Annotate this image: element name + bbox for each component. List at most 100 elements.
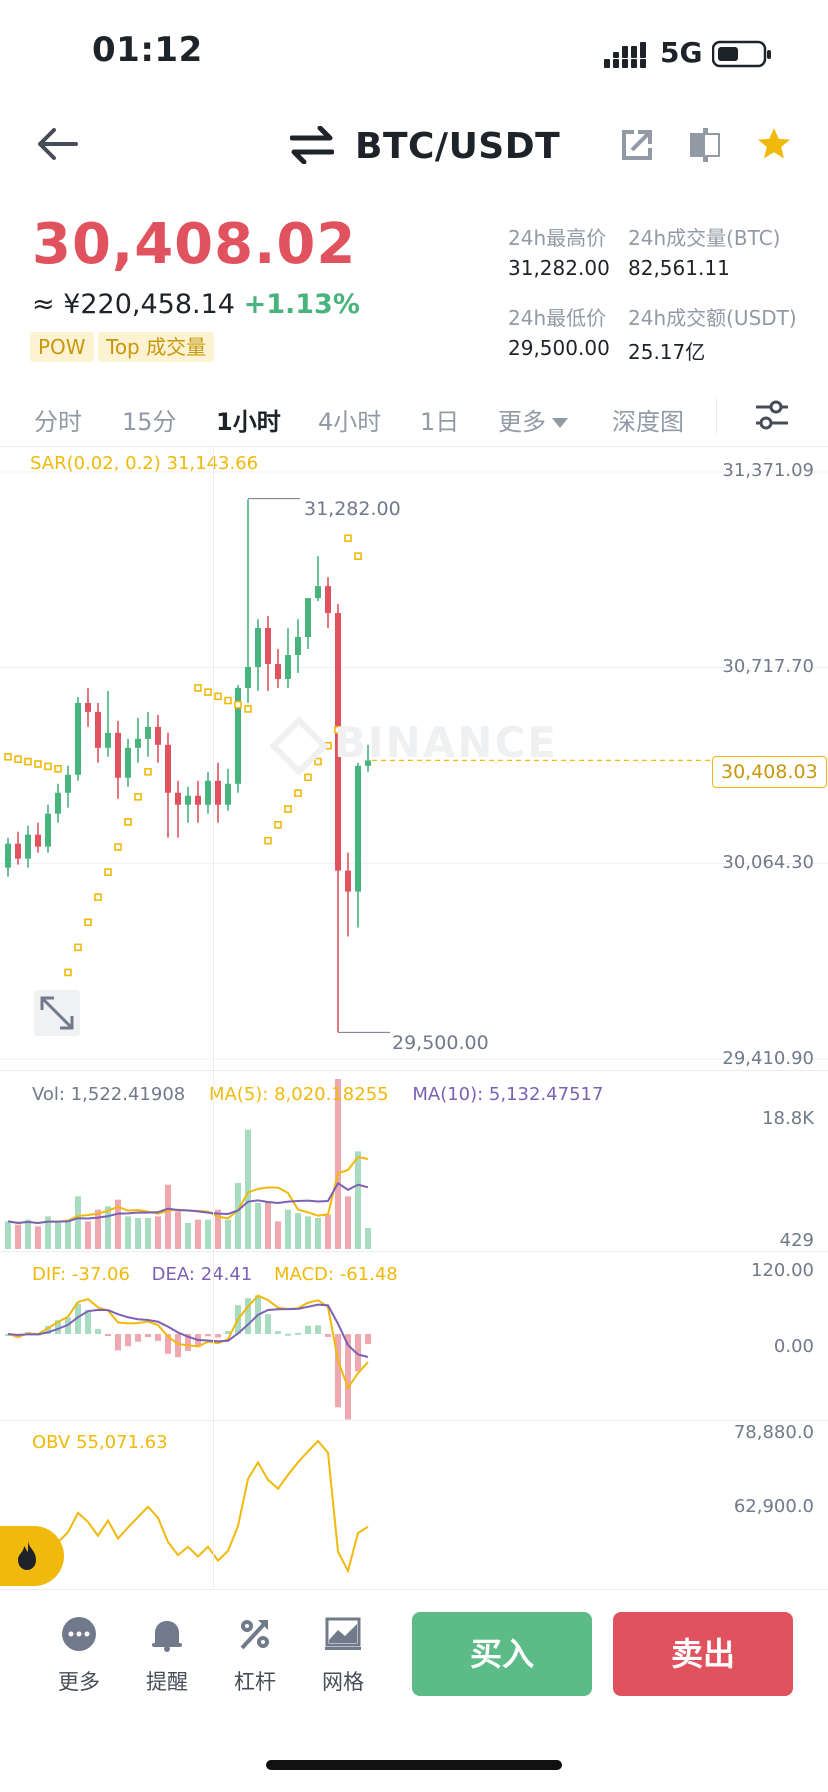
sar-dot: [74, 943, 82, 952]
floating-fire-button[interactable]: [0, 1526, 64, 1586]
volume-bar: [355, 1151, 361, 1249]
binance-logo-icon: [269, 715, 329, 776]
macd-histogram-bar: [305, 1325, 311, 1334]
macd-histogram-bar: [365, 1334, 371, 1345]
candle: [345, 852, 351, 937]
candle: [155, 714, 161, 763]
volume-bar: [215, 1209, 221, 1249]
sar-dot: [194, 684, 202, 692]
vol-ma5: MA(5): 8,020.18255: [208, 1084, 389, 1105]
layout-icon[interactable]: [688, 128, 722, 162]
candle: [285, 628, 291, 688]
battery-icon: [711, 40, 774, 70]
sar-dot: [134, 793, 142, 801]
candlestick-chart[interactable]: [0, 447, 828, 1070]
volume-bar: [275, 1221, 281, 1249]
signal-icon: [604, 42, 648, 68]
sar-dot: [24, 757, 32, 766]
candle: [205, 771, 211, 814]
sell-button[interactable]: 卖出: [613, 1612, 793, 1696]
tag-top-volume[interactable]: Top 成交量: [98, 332, 215, 362]
volume-readout: Vol: 1,522.41908 MA(5): 8,020.18255 MA(1…: [32, 1084, 603, 1105]
volume-bar: [115, 1199, 121, 1249]
candle: [25, 825, 31, 868]
volume-bar: [295, 1213, 301, 1249]
sar-dot: [144, 767, 152, 776]
bottom-more[interactable]: 更多: [44, 1616, 114, 1696]
candle: [85, 687, 91, 727]
candle: [195, 780, 201, 823]
macd-histogram-bar: [175, 1334, 181, 1358]
low-label: 24h最低价: [508, 306, 607, 330]
tab-1h[interactable]: 1小时: [216, 408, 281, 436]
high-label: 24h最高价: [508, 226, 607, 250]
macd-histogram-bar: [145, 1334, 151, 1338]
network-label: 5G: [660, 36, 703, 69]
tab-time-share[interactable]: 分时: [34, 408, 82, 436]
sar-dot: [204, 688, 212, 696]
macd-histogram-bar: [225, 1331, 231, 1334]
axis-label-top: 31,371.09: [722, 460, 814, 481]
volume-bar: [255, 1203, 261, 1249]
macd-axis-top: 120.00: [751, 1260, 814, 1281]
candle: [225, 768, 231, 811]
volume-bar: [75, 1196, 81, 1249]
star-icon[interactable]: [756, 126, 792, 162]
obv-chart: [7, 1439, 369, 1574]
vol-ma10: MA(10): 5,132.47517: [412, 1084, 604, 1105]
vol-usdt-label: 24h成交额(USDT): [628, 306, 797, 330]
volume-chart: [5, 1079, 371, 1249]
tab-more[interactable]: 更多: [498, 402, 568, 437]
macd-readout: DIF: -37.06 DEA: 24.41 MACD: -61.48: [32, 1264, 398, 1285]
sar-dot: [234, 700, 242, 709]
volume-bar: [195, 1219, 201, 1249]
sar-dot: [4, 753, 12, 761]
back-arrow-icon[interactable]: [36, 126, 80, 162]
sar-dot: [124, 818, 132, 826]
macd-histogram-bar: [295, 1332, 301, 1335]
macd-histogram-bar: [155, 1334, 161, 1341]
tab-4h[interactable]: 4小时: [318, 408, 382, 436]
bottom-leverage[interactable]: 杠杆: [220, 1616, 290, 1696]
axis-label-bottom: 29,410.90: [722, 1048, 814, 1069]
sar-dot: [334, 726, 342, 734]
share-icon[interactable]: [620, 128, 654, 162]
volume-bar: [225, 1219, 231, 1249]
axis-label-2: 30,717.70: [722, 656, 814, 677]
volume-bar: [175, 1211, 181, 1249]
price-change: +1.13%: [243, 289, 360, 320]
candle: [15, 831, 21, 865]
volume-bar: [85, 1221, 91, 1249]
macd-histogram-bar: [135, 1334, 141, 1342]
tab-15m[interactable]: 15分: [122, 408, 177, 436]
tab-depth[interactable]: 深度图: [612, 408, 684, 436]
obv-axis-top: 78,880.0: [733, 1422, 814, 1443]
macd-histogram-bar: [185, 1334, 191, 1351]
bottom-grid[interactable]: 网格: [308, 1616, 378, 1696]
macd-histogram-bar: [125, 1334, 131, 1347]
swap-icon[interactable]: [289, 125, 335, 165]
vol-usdt-value: 25.17亿: [628, 340, 706, 364]
tab-1d[interactable]: 1日: [420, 408, 460, 436]
vol-btc-label: 24h成交量(BTC): [628, 226, 781, 250]
volume-bar: [245, 1129, 251, 1249]
bottom-alert[interactable]: 提醒: [132, 1616, 202, 1696]
chart-settings-icon[interactable]: [754, 398, 790, 432]
volume-bar: [185, 1223, 191, 1249]
fullscreen-button[interactable]: [34, 990, 80, 1036]
obv-line: [7, 1439, 369, 1574]
tab-divider: [716, 398, 717, 434]
pair-title[interactable]: BTC/USDT: [355, 126, 561, 167]
candle: [315, 556, 321, 602]
volume-bar: [315, 1218, 321, 1249]
macd-histogram-bar: [285, 1333, 291, 1336]
sar-dot: [214, 692, 222, 701]
macd-histogram-bar: [275, 1331, 281, 1334]
buy-button[interactable]: 买入: [412, 1612, 592, 1696]
high-annotation: 31,282.00: [304, 498, 401, 520]
sar-dot: [14, 755, 22, 764]
volume-ma5-line: [7, 1155, 369, 1225]
candle: [245, 499, 251, 703]
sar-dot: [304, 773, 312, 782]
tag-pow[interactable]: POW: [30, 332, 94, 362]
